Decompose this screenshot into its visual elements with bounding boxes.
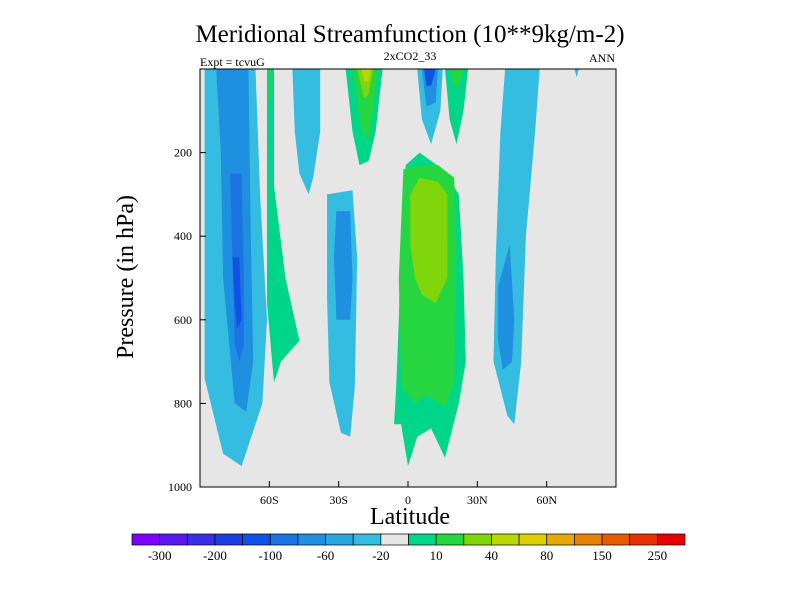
colorbar-box — [601, 533, 631, 546]
contour-sh-polar-cell-inner — [232, 257, 242, 329]
contour-nh-upper-cell-core — [424, 69, 436, 86]
colorbar-box — [463, 533, 492, 546]
colorbar-box — [380, 533, 409, 546]
y-tick-label: 200 — [174, 146, 192, 160]
colorbar-label: 250 — [648, 548, 668, 563]
x-axis: 60S 30S 0 30N 60N — [260, 481, 557, 507]
x-tick-label: 60S — [260, 493, 279, 507]
colorbar-box — [629, 533, 658, 546]
colorbar-box — [214, 533, 243, 546]
colorbar-box — [352, 533, 382, 546]
colorbar-label: -60 — [317, 548, 334, 563]
colorbar-box — [297, 533, 326, 546]
colorbar-label: 150 — [592, 548, 612, 563]
contour-sh-ferrel-lower-core — [334, 211, 353, 320]
contour-sh-hadley-upper-mid — [352, 69, 378, 141]
chart-title: Meridional Streamfunction (10**9kg/m-2) — [195, 21, 624, 48]
contour-eq-positive-core — [410, 177, 448, 304]
colorbar-box — [546, 533, 575, 546]
contour-nh-polar-sliver — [574, 69, 579, 78]
colorbar-label: -200 — [203, 548, 227, 563]
colorbar-box — [242, 533, 271, 546]
season-label: ANN — [589, 51, 615, 65]
colorbar-box — [325, 533, 354, 546]
colorbar-box — [656, 533, 686, 546]
colorbar-box — [435, 533, 465, 546]
x-tick-label: 0 — [405, 493, 411, 507]
colorbar-label: 10 — [430, 548, 443, 563]
x-axis-title: Latitude — [370, 504, 450, 530]
x-tick-label: 60N — [536, 493, 557, 507]
colorbar-box — [408, 533, 437, 546]
contour-sh-positive-strip-core — [269, 69, 272, 103]
y-tick-label: 800 — [174, 396, 192, 410]
colorbar-box — [159, 533, 188, 546]
colorbar-box — [269, 533, 299, 546]
x-tick-label: 30S — [329, 493, 348, 507]
colorbar-label: -100 — [258, 548, 282, 563]
colorbar-label: 40 — [485, 548, 498, 563]
y-tick-label: 1000 — [168, 480, 192, 494]
colorbar-box — [518, 533, 548, 546]
colorbar-label: 80 — [540, 548, 553, 563]
experiment-label: Expt = tcvuG — [200, 55, 265, 69]
y-axis-title: Pressure (in hPa) — [113, 195, 139, 359]
contour-nh-ferrel-core — [498, 244, 515, 370]
contour-nh-positive-upper-core — [449, 69, 464, 86]
plot-area — [199, 68, 617, 488]
contour-sh-ferrel-upper — [292, 69, 321, 195]
colorbar-box — [131, 533, 160, 546]
colorbar-box — [186, 533, 216, 546]
y-tick-label: 600 — [174, 313, 192, 327]
colorbar-label: -20 — [372, 548, 389, 563]
x-tick-label: 30N — [467, 493, 488, 507]
colorbar-label: -300 — [148, 548, 172, 563]
colorbar-box — [491, 533, 520, 546]
contour-nh-positive-upper — [445, 69, 469, 145]
y-tick-label: 400 — [174, 229, 192, 243]
chart-subtitle: 2xCO2_33 — [384, 49, 437, 63]
contour-sh-positive-strip — [267, 69, 300, 383]
contour-sh-hadley-upper-peak — [361, 69, 371, 82]
colorbar-box — [574, 533, 603, 546]
colorbar: -300 -200 -100 -60 -20 10 40 80 150 250 — [131, 533, 686, 563]
y-axis: 200 400 600 800 1000 — [168, 146, 206, 494]
